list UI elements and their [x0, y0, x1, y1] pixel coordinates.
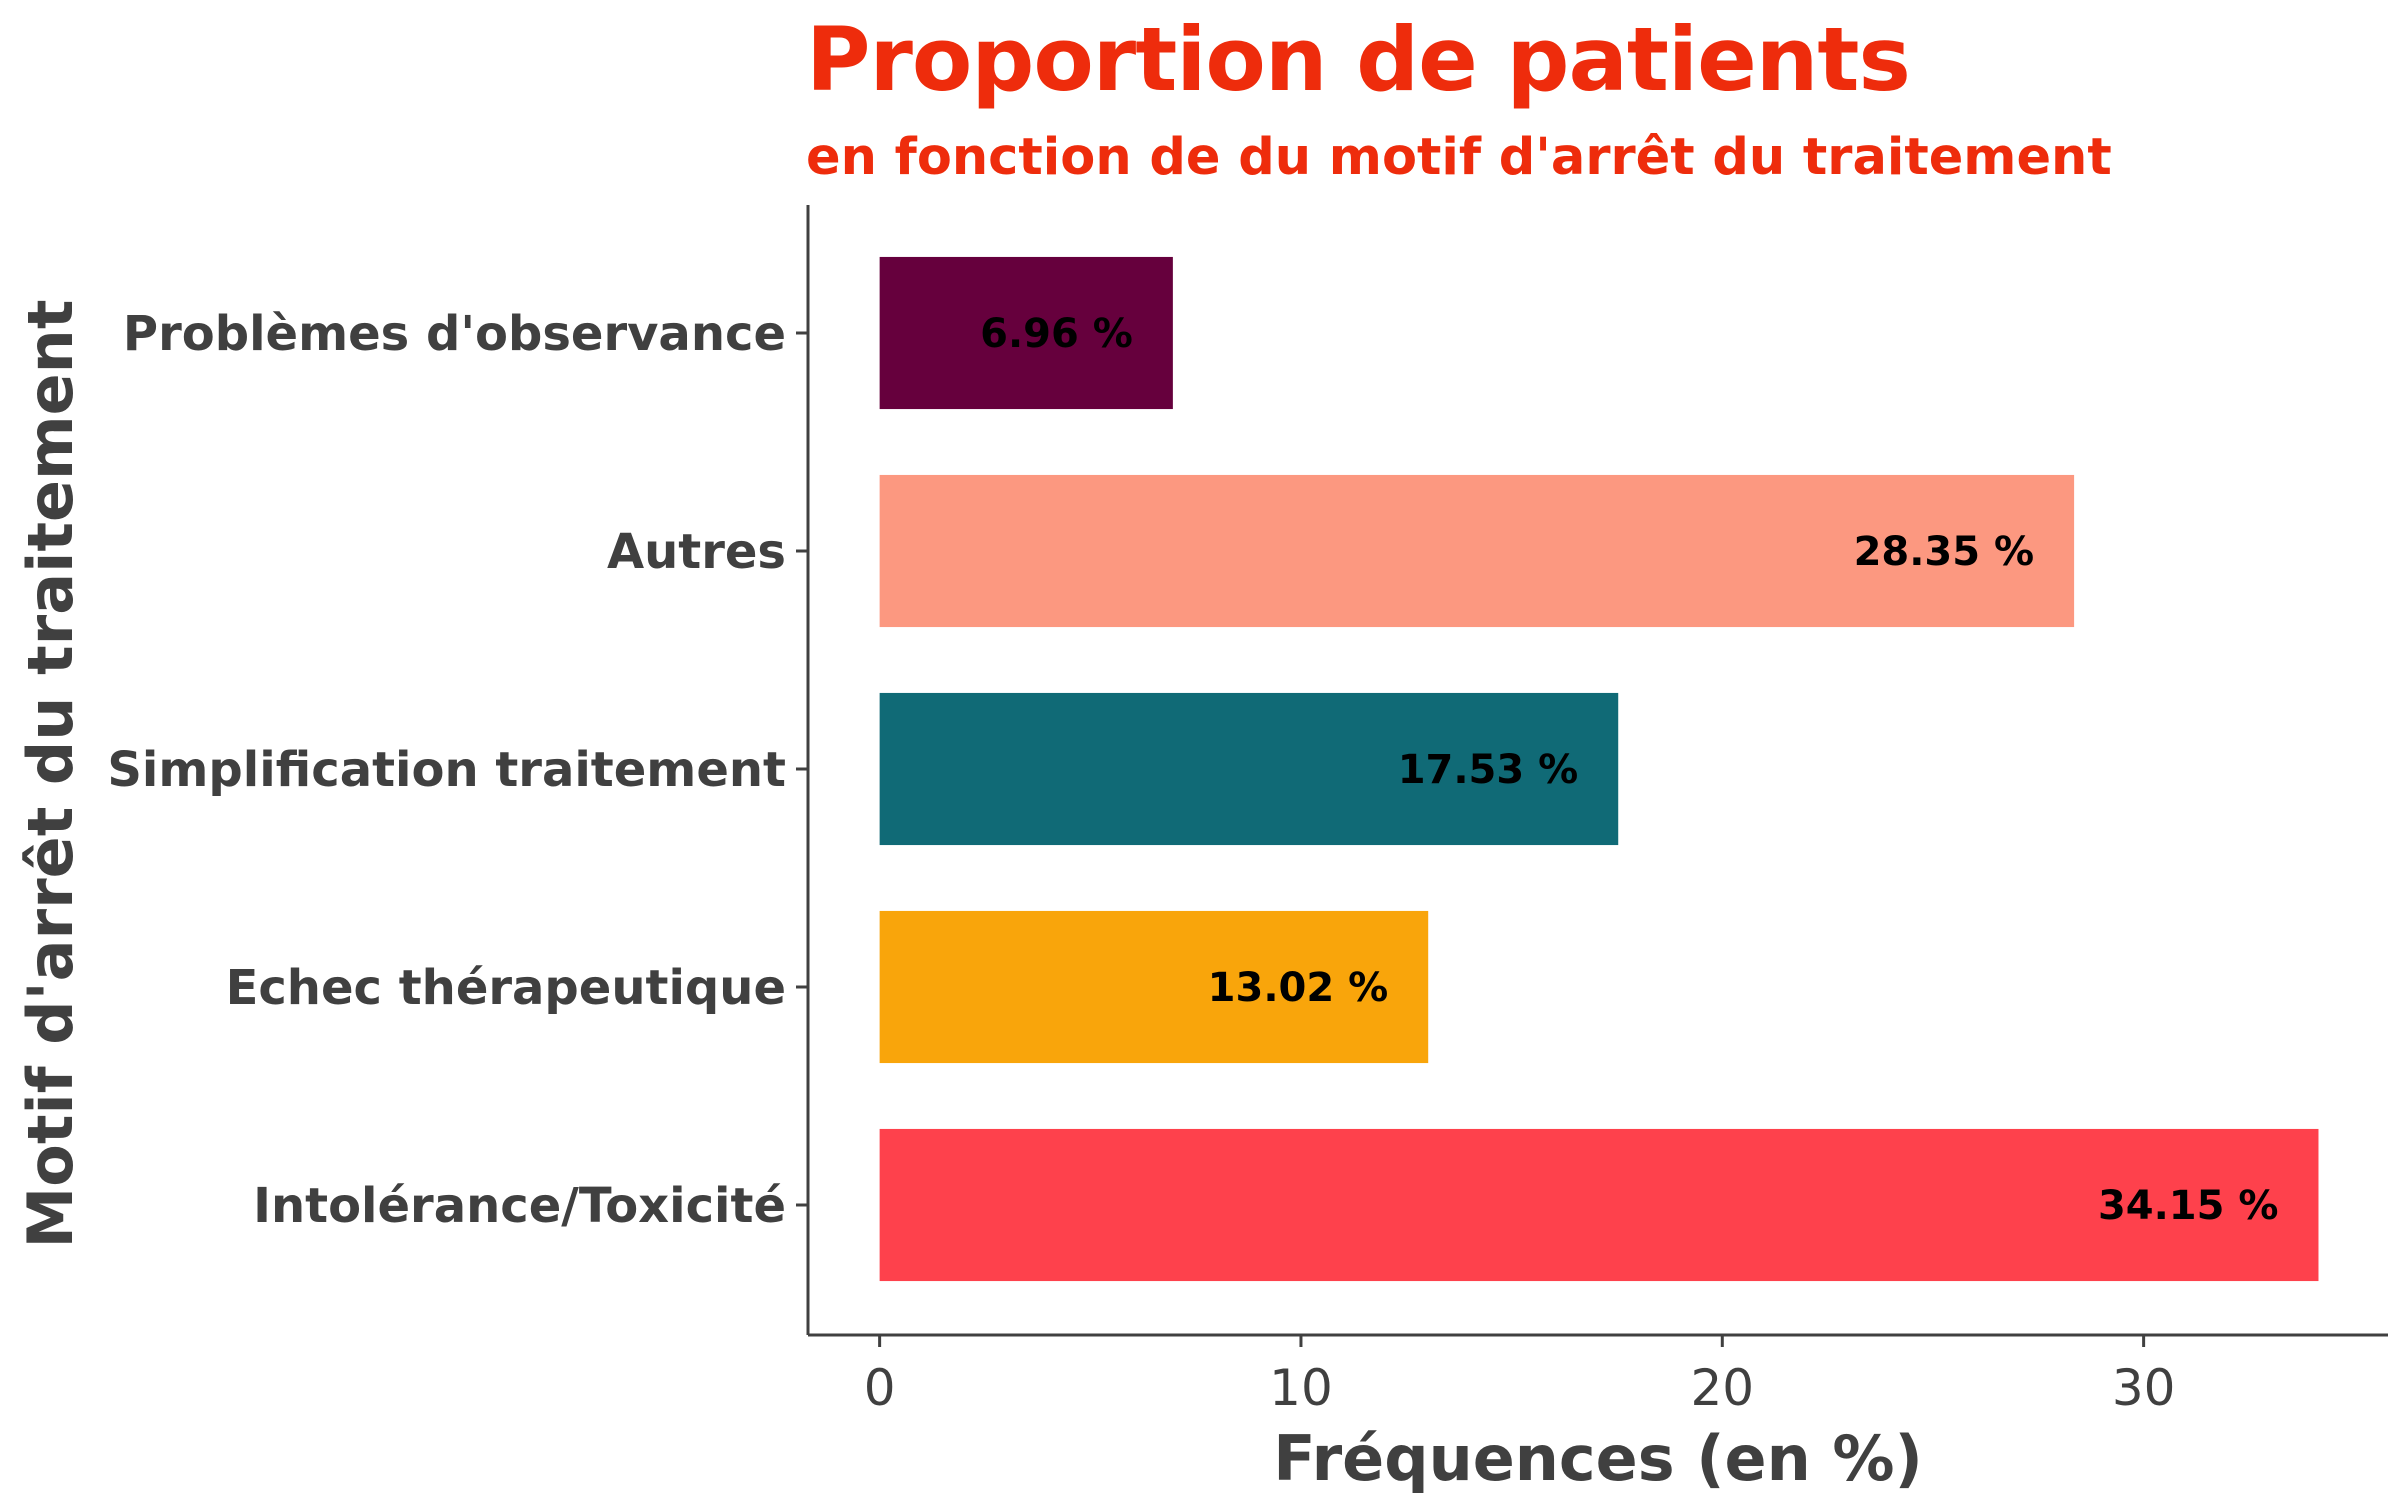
y-tick-label: Echec thérapeutique — [226, 960, 786, 1016]
bar-data-label: 34.15 % — [2098, 1183, 2279, 1229]
bar — [879, 910, 1429, 1064]
y-tick-label: Problèmes d'observance — [123, 306, 786, 362]
y-tick-label: Simplification traitement — [107, 742, 786, 798]
bar-data-label: 6.96 % — [980, 311, 1133, 357]
chart-title: Proportion de patients — [806, 8, 1911, 111]
bar-data-label: 28.35 % — [1854, 529, 2035, 575]
bars-group — [879, 256, 2319, 1282]
x-tick-label: 30 — [2112, 1359, 2176, 1417]
x-axis-title: Fréquences (en %) — [1273, 1422, 1923, 1495]
bar — [879, 692, 1619, 846]
bar-data-label: 13.02 % — [1208, 965, 1389, 1011]
y-axis-title: Motif d'arrêt du traitement — [14, 300, 87, 1249]
y-tick-label: Autres — [607, 524, 786, 580]
bar-data-label: 17.53 % — [1398, 747, 1579, 793]
x-tick-label: 20 — [1690, 1359, 1754, 1417]
bar — [879, 256, 1173, 410]
bar — [879, 474, 2075, 628]
x-tick-label: 0 — [864, 1359, 896, 1417]
x-axis-ticks: 0 10 20 30 — [864, 1335, 2176, 1417]
y-axis-ticks: Problèmes d'observance Autres Simplificati… — [107, 306, 808, 1234]
bar — [879, 1128, 2319, 1282]
y-tick-label: Intolérance/Toxicité — [253, 1178, 786, 1234]
bar-labels-group: 6.96 % 28.35 % 17.53 % 13.02 % 34.15 % — [980, 311, 2278, 1229]
x-tick-label: 10 — [1269, 1359, 1333, 1417]
chart-subtitle: en fonction de du motif d'arrêt du trait… — [806, 128, 2112, 187]
